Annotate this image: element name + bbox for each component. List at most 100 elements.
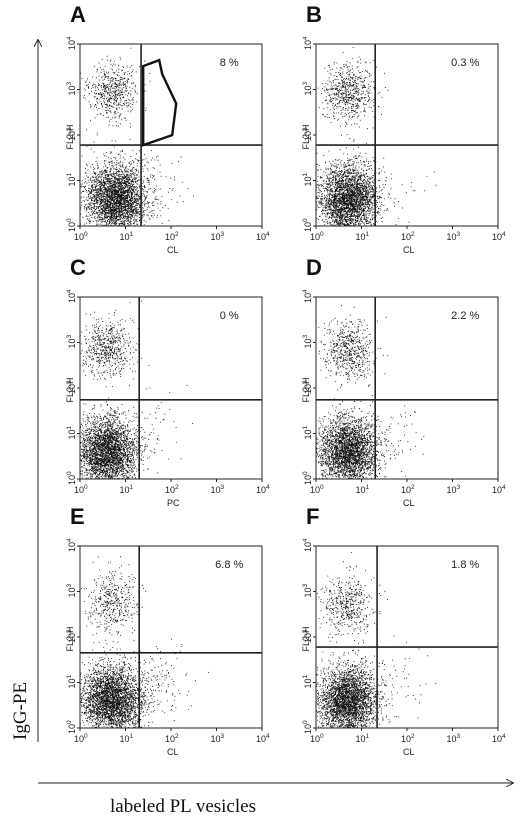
x-tick-label: 103 xyxy=(447,733,461,744)
y-axis-label: FL2-H xyxy=(65,378,75,403)
y-tick-label: 101 xyxy=(66,172,77,186)
event-points xyxy=(80,546,209,728)
x-axis-label: CL xyxy=(167,747,179,757)
y-axis-label: FL2-H xyxy=(65,125,75,150)
y-tick-label: 100 xyxy=(66,720,77,734)
x-tick-label: 104 xyxy=(256,231,270,242)
x-tick-label: 101 xyxy=(120,733,134,744)
x-tick-label: 102 xyxy=(401,484,415,495)
quadrant-percentage: 2.2 % xyxy=(451,310,479,322)
y-tick-label: 104 xyxy=(66,289,77,303)
x-tick-label: 103 xyxy=(447,231,461,242)
global-x-axis-label: labeled PL vesicles xyxy=(110,796,256,817)
event-points xyxy=(316,552,437,728)
x-tick-label: 101 xyxy=(356,733,370,744)
event-points xyxy=(80,47,194,226)
y-tick-label: 103 xyxy=(66,81,77,95)
x-tick-label: 100 xyxy=(74,733,88,744)
y-tick-label: 103 xyxy=(66,583,77,597)
y-tick-label: 100 xyxy=(302,218,313,232)
event-dots xyxy=(80,546,209,728)
y-tick-label: 101 xyxy=(66,674,77,688)
y-tick-label: 103 xyxy=(66,334,77,348)
y-axis-label: FL2-H xyxy=(301,378,311,403)
panel-letter: C xyxy=(70,255,86,280)
x-tick-label: 101 xyxy=(356,484,370,495)
x-tick-label: 101 xyxy=(120,484,134,495)
y-tick-label: 104 xyxy=(302,289,313,303)
x-tick-label: 102 xyxy=(165,733,179,744)
y-tick-label: 101 xyxy=(302,172,313,186)
quadrant-percentage: 1.8 % xyxy=(451,559,479,571)
y-tick-label: 100 xyxy=(66,218,77,232)
x-tick-label: 102 xyxy=(165,484,179,495)
y-tick-label: 102 xyxy=(66,127,77,141)
y-tick-label: 102 xyxy=(302,380,313,394)
event-dots xyxy=(316,47,437,226)
quadrant-percentage: 0 % xyxy=(220,310,239,322)
y-tick-label: 101 xyxy=(302,674,313,688)
panel-letter: B xyxy=(306,2,322,27)
event-dots xyxy=(316,552,437,728)
y-tick-label: 101 xyxy=(302,425,313,439)
y-tick-label: 103 xyxy=(302,583,313,597)
x-tick-label: 103 xyxy=(211,733,225,744)
y-tick-label: 104 xyxy=(66,36,77,50)
panel-letter: E xyxy=(70,504,85,529)
y-tick-label: 102 xyxy=(302,629,313,643)
y-tick-label: 103 xyxy=(302,334,313,348)
event-points xyxy=(316,47,437,226)
y-tick-label: 104 xyxy=(302,538,313,552)
x-tick-label: 103 xyxy=(211,231,225,242)
gate-polygon xyxy=(141,58,178,147)
x-tick-label: 104 xyxy=(256,484,270,495)
y-axis-label: FL2-H xyxy=(301,627,311,652)
y-tick-label: 102 xyxy=(66,629,77,643)
y-tick-label: 101 xyxy=(66,425,77,439)
y-tick-label: 100 xyxy=(302,471,313,485)
x-axis-label: CL xyxy=(167,245,179,255)
event-dots xyxy=(80,300,194,479)
quadrant-percentage: 8 % xyxy=(220,57,239,69)
quadrant-percentage: 6.8 % xyxy=(215,559,243,571)
y-tick-label: 102 xyxy=(66,380,77,394)
y-tick-label: 104 xyxy=(66,538,77,552)
x-tick-label: 104 xyxy=(492,733,506,744)
x-tick-label: 102 xyxy=(401,733,415,744)
x-tick-label: 100 xyxy=(310,484,324,495)
x-tick-label: 100 xyxy=(310,231,324,242)
event-dots xyxy=(80,47,194,226)
x-tick-label: 102 xyxy=(165,231,179,242)
event-dots xyxy=(316,305,425,479)
global-y-axis-label: IgG-PE xyxy=(10,682,31,740)
panel-letter: A xyxy=(70,2,86,27)
plot-frame xyxy=(315,545,499,729)
y-tick-label: 100 xyxy=(302,720,313,734)
x-axis-label: CL xyxy=(403,498,415,508)
x-tick-label: 101 xyxy=(120,231,134,242)
quadrant-percentage: 0.3 % xyxy=(451,57,479,69)
y-tick-label: 103 xyxy=(302,81,313,95)
y-tick-label: 102 xyxy=(302,127,313,141)
x-axis-label: CL xyxy=(403,747,415,757)
x-tick-label: 103 xyxy=(211,484,225,495)
y-axis-label: FL2-H xyxy=(65,627,75,652)
x-tick-label: 104 xyxy=(492,484,506,495)
x-tick-label: 102 xyxy=(401,231,415,242)
x-tick-label: 103 xyxy=(447,484,461,495)
y-tick-label: 104 xyxy=(302,36,313,50)
x-tick-label: 101 xyxy=(356,231,370,242)
panels-group: A100100101101102102103103104104CLFL2-H8 … xyxy=(65,2,506,757)
event-points xyxy=(80,300,194,479)
x-tick-label: 100 xyxy=(310,733,324,744)
y-tick-label: 100 xyxy=(66,471,77,485)
x-tick-label: 100 xyxy=(74,231,88,242)
panel-letter: D xyxy=(306,255,322,280)
x-tick-label: 104 xyxy=(256,733,270,744)
event-points xyxy=(316,305,425,479)
